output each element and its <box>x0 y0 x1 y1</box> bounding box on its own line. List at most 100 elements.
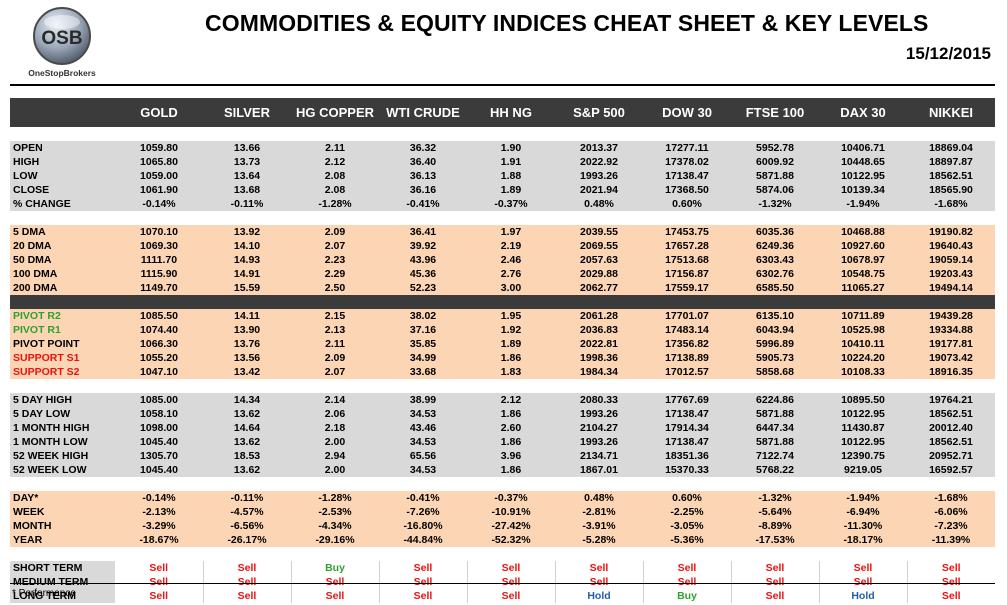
cell-dax-30: 10108.33 <box>819 365 907 379</box>
cell-wti-crude: 39.92 <box>379 239 467 253</box>
cell-hh-ng: -27.42% <box>467 519 555 533</box>
row-5-day-high: 5 DAY HIGH 1085.00 14.34 2.14 38.99 2.12 2080.… <box>10 393 995 407</box>
cell-hh-ng: 1.90 <box>467 141 555 155</box>
signal-s-p-500: Hold <box>555 589 644 603</box>
logo-mark: OSB <box>41 28 82 49</box>
row-support-s1: SUPPORT S1 1055.20 13.56 2.09 34.99 1.86 1998.… <box>10 351 995 365</box>
cell-dax-30: -6.94% <box>819 505 907 519</box>
cell-dax-30: 10224.20 <box>819 351 907 365</box>
cell-hh-ng: 1.86 <box>467 463 555 477</box>
cell-hh-ng: 1.83 <box>467 365 555 379</box>
cell-dow-30: 17012.57 <box>643 365 731 379</box>
cell-wti-crude: 36.32 <box>379 141 467 155</box>
cell-nikkei: 18565.90 <box>907 183 995 197</box>
cell-nikkei: 20012.40 <box>907 421 995 435</box>
cell-gold: 1061.90 <box>115 183 203 197</box>
column-header-blank <box>10 98 115 127</box>
cell-wti-crude: 36.16 <box>379 183 467 197</box>
cell-gold: 1085.50 <box>115 309 203 323</box>
cell-hg-copper: -2.53% <box>291 505 379 519</box>
cell-gold: 1111.70 <box>115 253 203 267</box>
cell-dax-30: 10711.89 <box>819 309 907 323</box>
cell-silver: 13.73 <box>203 155 291 169</box>
cell-s-p-500: 1993.26 <box>555 435 643 449</box>
signal-ftse-100: Sell <box>731 589 820 603</box>
cell-dax-30: 10139.34 <box>819 183 907 197</box>
cell-nikkei: 18562.51 <box>907 169 995 183</box>
row-pivot-r1: PIVOT R1 1074.40 13.90 2.13 37.16 1.92 2036.83… <box>10 323 995 337</box>
column-header-gold: GOLD <box>140 105 178 120</box>
cell-wti-crude: 36.13 <box>379 169 467 183</box>
cell-dax-30: 10410.11 <box>819 337 907 351</box>
cell-silver: 13.76 <box>203 337 291 351</box>
cell-ftse-100: -1.32% <box>731 197 819 211</box>
cell-wti-crude: 38.99 <box>379 393 467 407</box>
cell-ftse-100: 5996.89 <box>731 337 819 351</box>
group-spacer <box>10 477 995 491</box>
row-label: PIVOT POINT <box>10 337 115 351</box>
signal-silver: Sell <box>203 589 292 603</box>
cell-nikkei: 19073.42 <box>907 351 995 365</box>
row-20-dma: 20 DMA 1069.30 14.10 2.07 39.92 2.19 2069.55 17… <box>10 239 995 253</box>
signal-silver: Sell <box>203 561 292 575</box>
cell-ftse-100: 5952.78 <box>731 141 819 155</box>
row-label: 50 DMA <box>10 253 115 267</box>
logo-caption: OneStopBrokers <box>28 68 96 78</box>
cell-nikkei: 19177.81 <box>907 337 995 351</box>
cell-wti-crude: 36.40 <box>379 155 467 169</box>
cell-dax-30: -18.17% <box>819 533 907 547</box>
cell-wti-crude: 34.99 <box>379 351 467 365</box>
signal-ftse-100: Sell <box>731 561 820 575</box>
cell-dax-30: 10548.75 <box>819 267 907 281</box>
page-title: COMMODITIES & EQUITY INDICES CHEAT SHEET… <box>205 10 929 36</box>
cell-wti-crude: 35.85 <box>379 337 467 351</box>
cell-hh-ng: 1.89 <box>467 337 555 351</box>
cell-hg-copper: 2.07 <box>291 365 379 379</box>
cell-hg-copper: -29.16% <box>291 533 379 547</box>
cell-dow-30: 17138.47 <box>643 435 731 449</box>
column-header-hh-ng: HH NG <box>490 105 532 120</box>
row-long-term: LONG TERM Sell Sell Sell Sell Sell Hold Buy Sell… <box>10 589 995 603</box>
cell-s-p-500: 0.48% <box>555 491 643 505</box>
cell-silver: 14.64 <box>203 421 291 435</box>
row-label: SUPPORT S2 <box>10 365 115 379</box>
cell-hg-copper: 2.11 <box>291 141 379 155</box>
cell-silver: 14.91 <box>203 267 291 281</box>
cell-silver: -6.56% <box>203 519 291 533</box>
row-label: 52 WEEK LOW <box>10 463 115 477</box>
cell-gold: 1059.00 <box>115 169 203 183</box>
cell-hg-copper: 2.09 <box>291 351 379 365</box>
cell-dax-30: -1.94% <box>819 491 907 505</box>
cell-silver: 13.42 <box>203 365 291 379</box>
cell-nikkei: 18869.04 <box>907 141 995 155</box>
cell-silver: 18.53 <box>203 449 291 463</box>
cell-gold: 1305.70 <box>115 449 203 463</box>
cell-dow-30: 17453.75 <box>643 225 731 239</box>
cell-hh-ng: -52.32% <box>467 533 555 547</box>
row-5-day-low: 5 DAY LOW 1058.10 13.62 2.06 34.53 1.86 1993.2… <box>10 407 995 421</box>
signal-nikkei: Sell <box>907 589 995 603</box>
cell-nikkei: 16592.57 <box>907 463 995 477</box>
cell-dax-30: 10448.65 <box>819 155 907 169</box>
signal-s-p-500: Sell <box>555 575 644 589</box>
cell-silver: 13.56 <box>203 351 291 365</box>
cell-hh-ng: 1.95 <box>467 309 555 323</box>
cell-dow-30: 17356.82 <box>643 337 731 351</box>
signal-gold: Sell <box>115 589 204 603</box>
cell-gold: 1045.40 <box>115 463 203 477</box>
cell-ftse-100: 6135.10 <box>731 309 819 323</box>
footnote: * Performance <box>12 588 76 599</box>
cell-s-p-500: -3.91% <box>555 519 643 533</box>
cell-s-p-500: -2.81% <box>555 505 643 519</box>
cell-nikkei: -11.39% <box>907 533 995 547</box>
section-divider-band <box>10 295 995 309</box>
cell-ftse-100: 6009.92 <box>731 155 819 169</box>
row-change: % CHANGE -0.14% -0.11% -1.28% -0.41% -0.37% 0.… <box>10 197 995 211</box>
row-label: 5 DMA <box>10 225 115 239</box>
cell-wti-crude: 43.46 <box>379 421 467 435</box>
cell-gold: -2.13% <box>115 505 203 519</box>
cell-dow-30: 17378.02 <box>643 155 731 169</box>
group-spacer <box>10 211 995 225</box>
cell-hg-copper: 2.11 <box>291 337 379 351</box>
signal-hh-ng: Sell <box>467 561 556 575</box>
